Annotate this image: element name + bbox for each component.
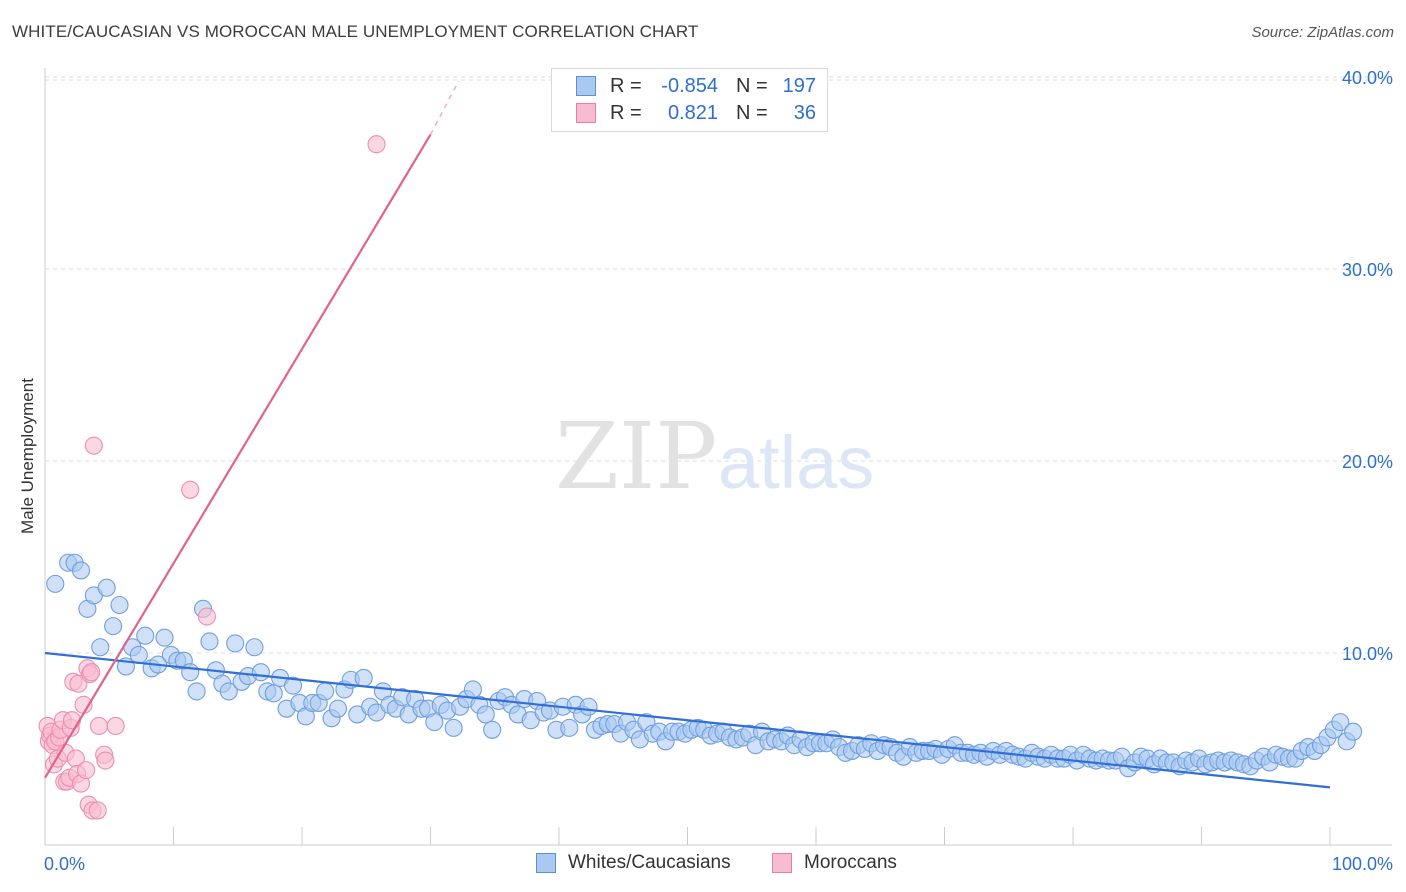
legend-r-value: 0.821 — [667, 101, 718, 124]
whites-point — [71, 561, 91, 580]
legend-label-moroccans: Moroccans — [804, 852, 897, 873]
legend-item-whites[interactable]: Whites/Caucasians — [536, 852, 731, 874]
whites-point — [136, 626, 155, 645]
moroccans-point — [88, 801, 107, 820]
whites-point — [251, 663, 270, 682]
whites-point — [104, 617, 123, 636]
legend-row-moroccans: R = 0.821 N = 36 — [576, 100, 816, 126]
whites-point — [283, 676, 303, 695]
tick-labels: 10.0% 20.0% 30.0% 40.0% 0.0% 100.0% — [44, 68, 1393, 874]
whites-point — [476, 705, 495, 724]
moroccans-point — [62, 711, 82, 730]
moroccans-point — [82, 663, 101, 682]
trend-lines — [44, 80, 1331, 789]
whites-point — [97, 578, 116, 597]
moroccans-point — [367, 135, 386, 154]
series-whites-points — [46, 553, 1363, 778]
whites-point — [579, 697, 598, 716]
correlation-legend: R = -0.854 N = 197 R = 0.821 N = 36 — [551, 68, 828, 132]
moroccans-point — [181, 480, 200, 499]
whites-point — [264, 684, 283, 703]
legend-swatch-whites — [576, 76, 596, 96]
y-tick-label: 30.0% — [1342, 260, 1393, 280]
chart-title: WHITE/CAUCASIAN VS MOROCCAN MALE UNEMPLO… — [12, 22, 699, 41]
x-tick-label: 100.0% — [1332, 854, 1393, 874]
moroccans-trendline — [44, 134, 432, 779]
axes — [44, 68, 1392, 846]
watermark-atlas: atlas — [718, 421, 874, 504]
whites-point — [1344, 722, 1363, 741]
legend-n-label: N = — [736, 101, 768, 124]
whites-point — [560, 718, 579, 737]
whites-point — [110, 595, 129, 615]
moroccans-point — [77, 761, 96, 780]
whites-point — [245, 638, 264, 657]
moroccans-point — [69, 674, 88, 693]
moroccans-point — [197, 607, 216, 626]
legend-swatch-moroccans — [576, 103, 596, 123]
whites-point — [483, 720, 502, 739]
whites-point — [425, 713, 444, 732]
moroccans-point — [89, 716, 109, 736]
whites-point — [1331, 713, 1350, 732]
legend-n-value: 36 — [793, 101, 816, 124]
series-legend: Whites/Caucasians Moroccans — [0, 852, 1406, 878]
legend-swatch-whites — [536, 853, 556, 873]
whites-point — [187, 682, 206, 701]
legend-item-moroccans[interactable]: Moroccans — [772, 852, 897, 874]
whites-point — [46, 574, 65, 593]
whites-point — [316, 682, 335, 701]
watermark: ZIP atlas — [555, 403, 874, 510]
whites-point — [181, 663, 200, 682]
y-tick-label: 10.0% — [1342, 644, 1393, 664]
legend-label-whites: Whites/Caucasians — [568, 852, 731, 873]
moroccans-point — [106, 716, 125, 736]
legend-r-label: R = — [610, 74, 642, 97]
whites-trendline — [44, 651, 1331, 789]
moroccans-trendline-extension — [429, 80, 460, 135]
whites-point — [155, 628, 174, 647]
whites-point — [91, 638, 110, 657]
whites-point — [226, 634, 245, 653]
source-label: Source: ZipAtlas.com — [1251, 24, 1394, 41]
whites-point — [354, 668, 373, 688]
whites-point — [328, 699, 348, 718]
moroccans-point — [96, 751, 115, 770]
legend-r-value: -0.854 — [661, 74, 718, 97]
y-tick-label: 20.0% — [1342, 452, 1393, 472]
legend-r-label: R = — [610, 101, 642, 124]
legend-n-label: N = — [736, 74, 768, 97]
watermark-zip: ZIP — [555, 403, 717, 510]
whites-point — [129, 645, 148, 664]
x-tick-label: 0.0% — [44, 854, 85, 874]
legend-n-value: 197 — [782, 74, 816, 97]
whites-point — [219, 682, 238, 701]
moroccans-point — [84, 436, 103, 455]
whites-point — [444, 718, 463, 737]
grid-lines — [45, 76, 1392, 654]
legend-row-whites: R = -0.854 N = 197 — [576, 73, 816, 99]
y-tick-label: 40.0% — [1342, 68, 1393, 88]
whites-point — [200, 632, 219, 651]
whites-point — [463, 680, 482, 699]
legend-swatch-moroccans — [772, 853, 792, 873]
